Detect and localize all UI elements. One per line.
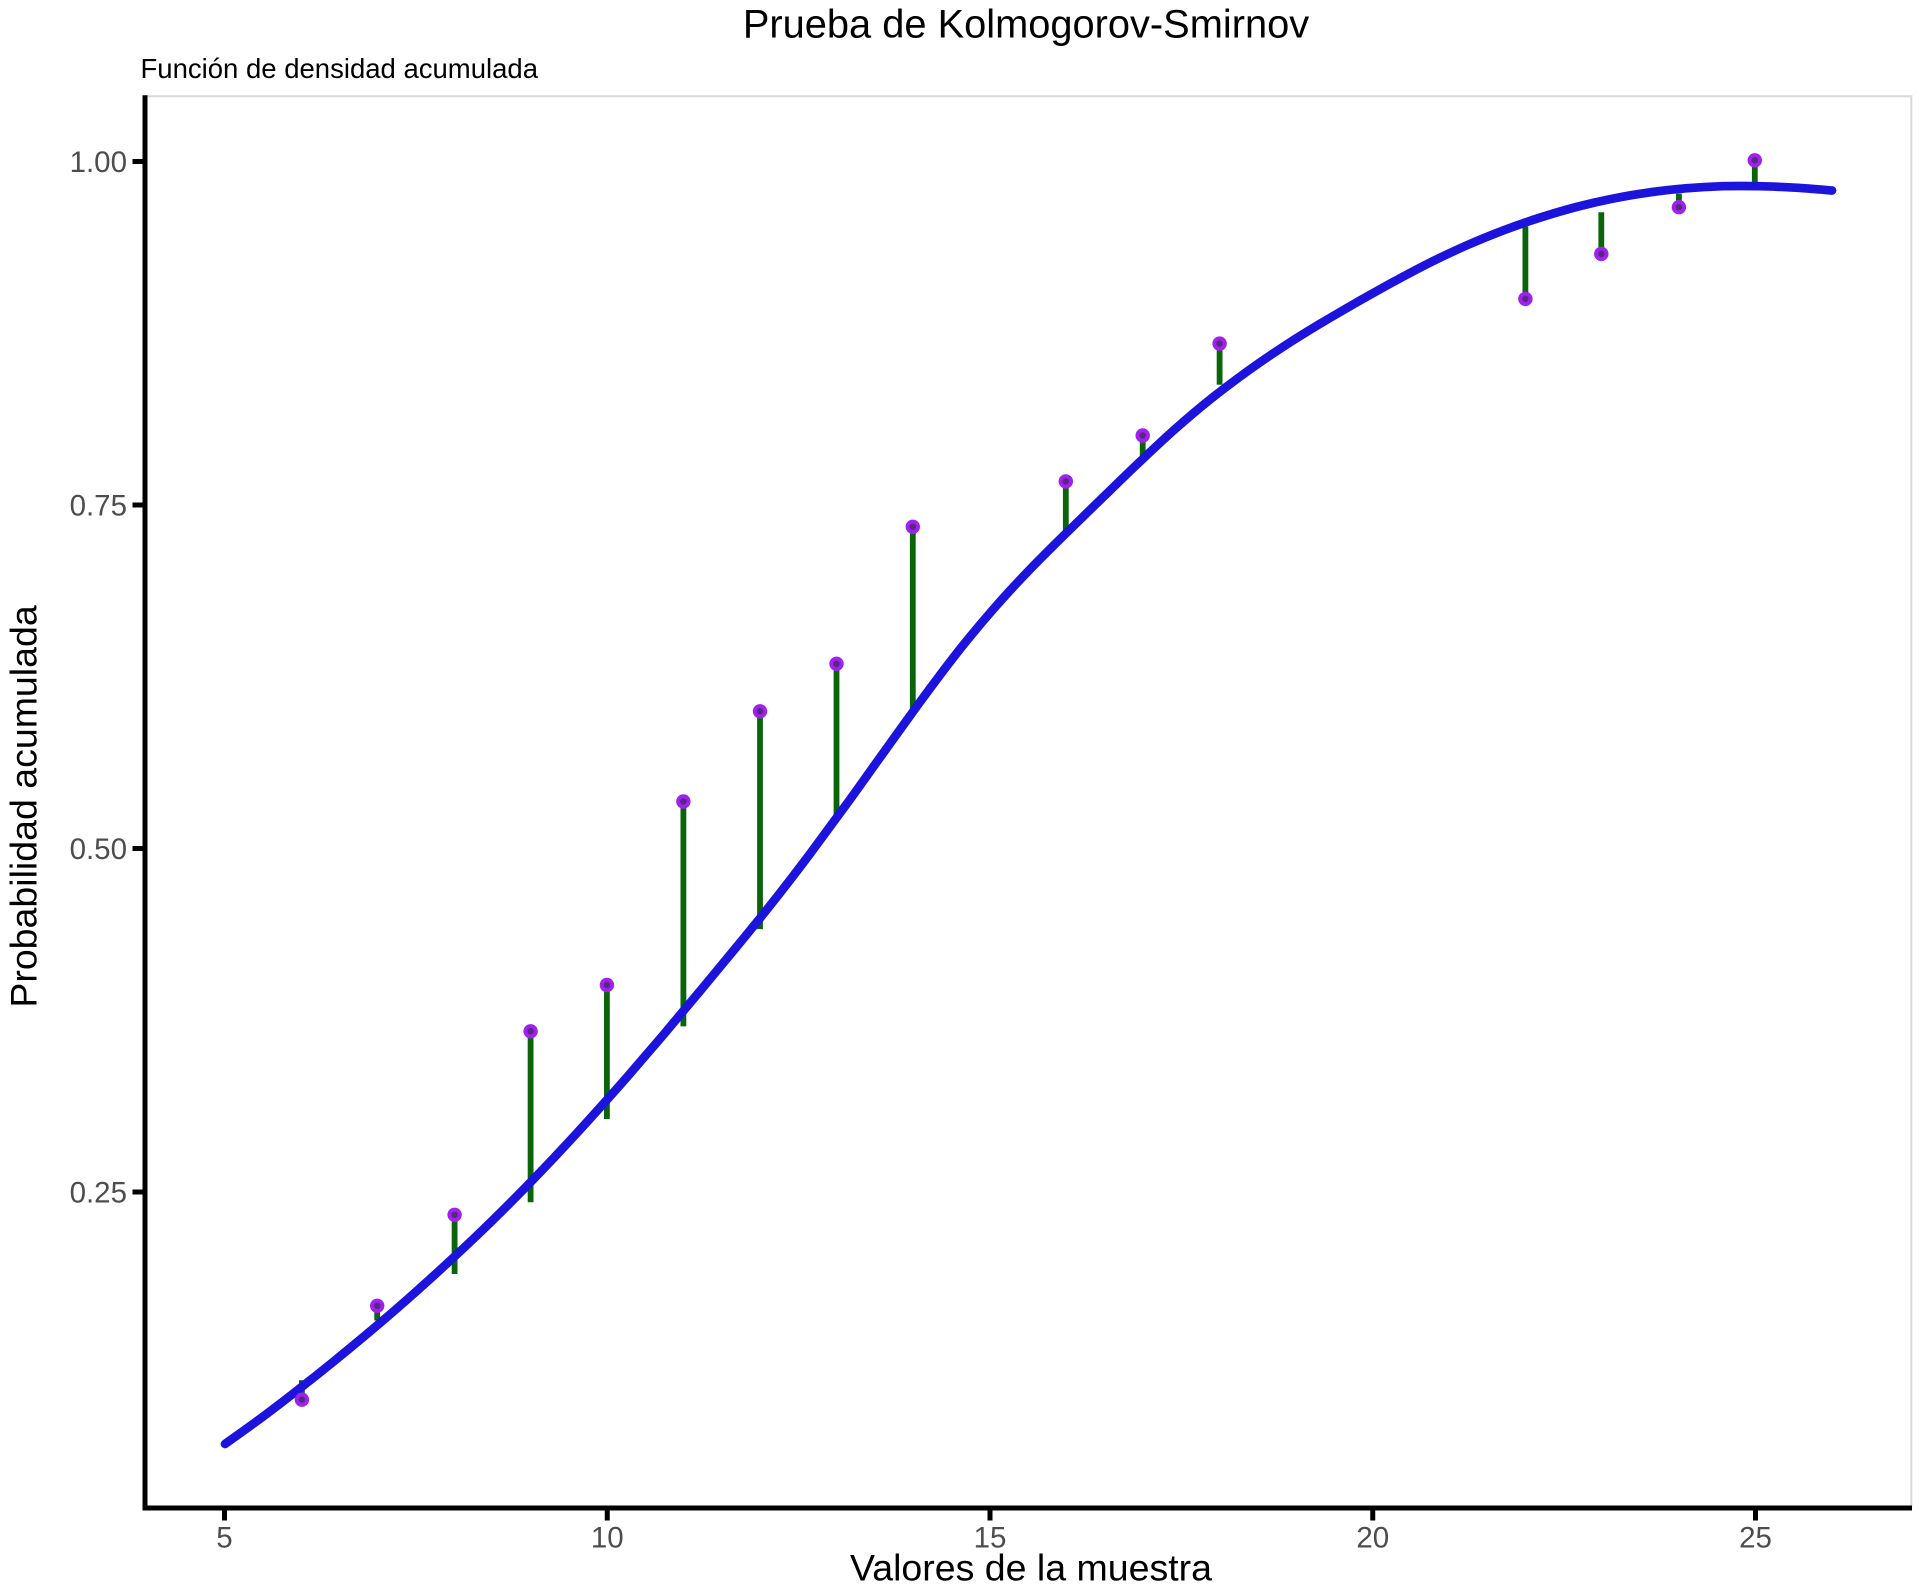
svg-text:0.50: 0.50 (70, 833, 127, 866)
svg-text:5: 5 (216, 1522, 232, 1555)
svg-text:15: 15 (974, 1522, 1007, 1555)
svg-text:1.00: 1.00 (70, 146, 127, 179)
svg-text:25: 25 (1739, 1522, 1772, 1555)
svg-text:0.25: 0.25 (70, 1177, 127, 1210)
svg-text:Valores de la muestra: Valores de la muestra (850, 1547, 1212, 1589)
svg-text:Función de densidad acumulada: Función de densidad acumulada (141, 53, 539, 84)
svg-text:0.75: 0.75 (70, 490, 127, 523)
svg-text:Probabilidad acumulada: Probabilidad acumulada (3, 605, 45, 1008)
svg-text:Prueba de Kolmogorov-Smirnov: Prueba de Kolmogorov-Smirnov (743, 3, 1309, 47)
svg-text:20: 20 (1356, 1522, 1389, 1555)
svg-text:10: 10 (591, 1522, 624, 1555)
